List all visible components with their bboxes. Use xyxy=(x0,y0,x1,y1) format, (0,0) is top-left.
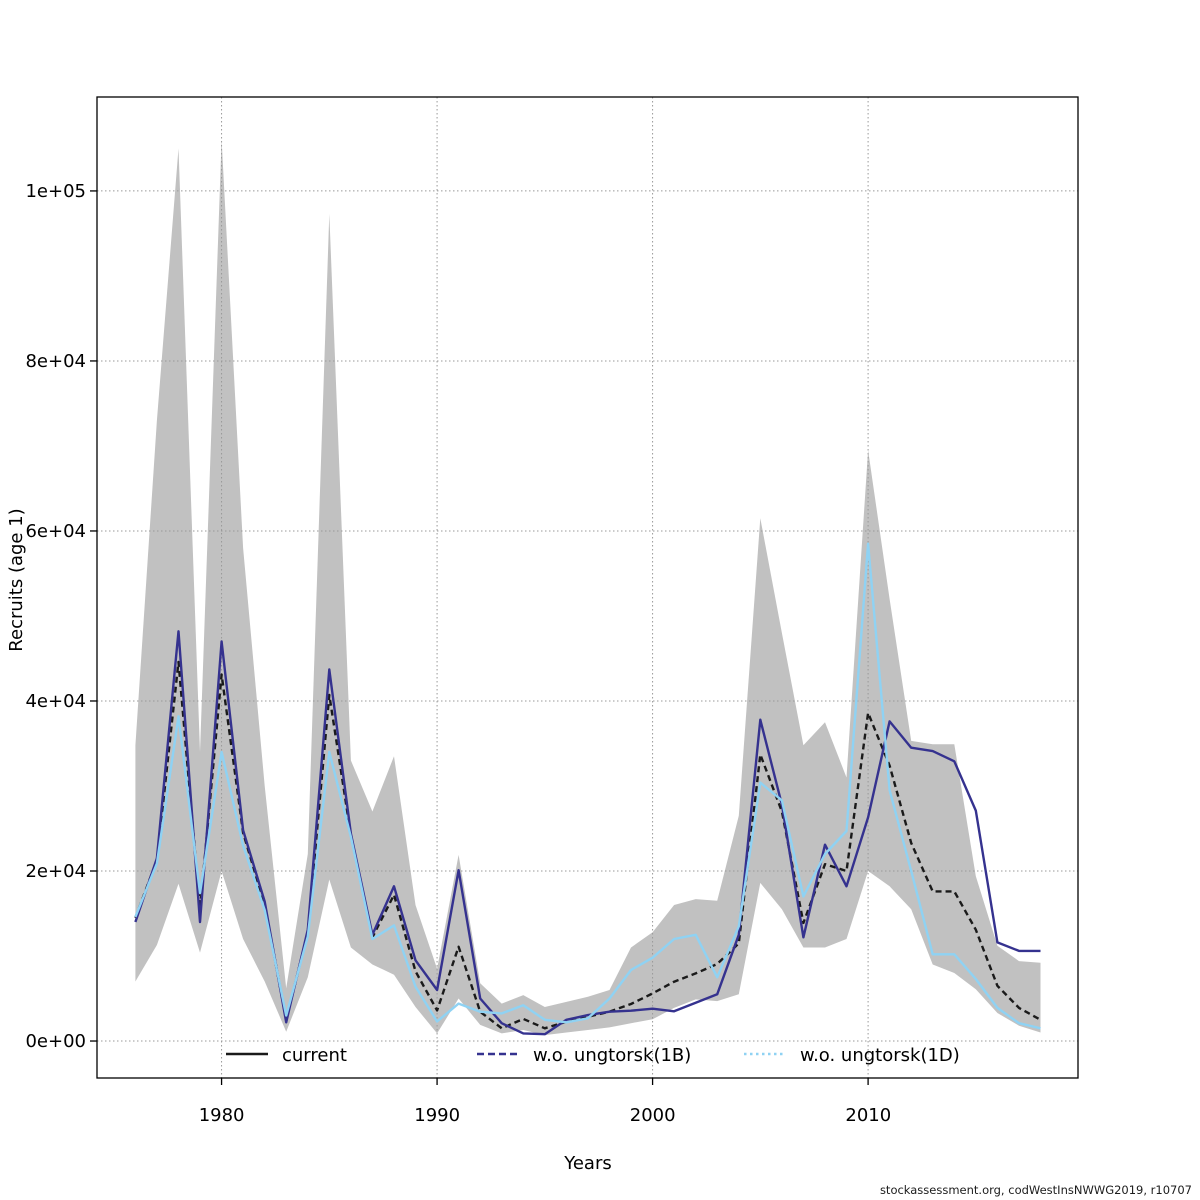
series-line-layer xyxy=(134,542,1042,1036)
ytick-label-1e05: 1e+05 xyxy=(25,181,86,202)
series-line-0 xyxy=(134,660,1042,1030)
series-line-2 xyxy=(134,542,1041,1030)
ytick-label-4e04: 4e+04 xyxy=(25,691,86,712)
confidence-band xyxy=(135,139,1041,1036)
x-axis-title: Years xyxy=(563,1153,612,1174)
axes-frame-layer xyxy=(90,96,1079,1085)
ytick-label-6e04: 6e+04 xyxy=(25,521,86,542)
xtick-label-2000: 2000 xyxy=(630,1105,676,1126)
ytick-label-0e00: 0e+00 xyxy=(25,1031,86,1052)
legend-label-current: current xyxy=(282,1045,347,1066)
legend-label-wo-ungtorsk-1d: w.o. ungtorsk(1D) xyxy=(800,1045,960,1066)
xtick-label-1980: 1980 xyxy=(199,1105,245,1126)
xtick-label-1990: 1990 xyxy=(414,1105,460,1126)
y-axis-title: Recruits (age 1) xyxy=(6,508,27,651)
series-line-1 xyxy=(134,630,1041,1036)
legend-label-wo-ungtorsk-1b: w.o. ungtorsk(1B) xyxy=(533,1045,691,1066)
ytick-label-8e04: 8e+04 xyxy=(25,351,86,372)
watermark-text: stockassessment.org, codWestInsNWWG2019,… xyxy=(880,1183,1192,1197)
ytick-label-2e04: 2e+04 xyxy=(25,861,86,882)
legend: current w.o. ungtorsk(1B) w.o. ungtorsk(… xyxy=(226,1045,960,1066)
confidence-band-layer xyxy=(135,139,1041,1036)
xtick-label-2010: 2010 xyxy=(845,1105,891,1126)
plot-frame xyxy=(96,96,1079,1079)
